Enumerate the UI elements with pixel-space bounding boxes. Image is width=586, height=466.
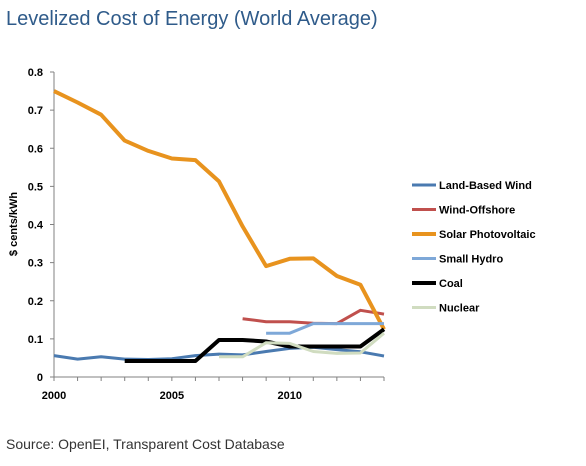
series-line-coal [124,327,386,363]
y-tick-label: 0 [37,372,43,384]
y-tick-label: 0.3 [28,258,43,270]
legend-label-solar-photovoltaic: Solar Photovoltaic [439,229,536,241]
y-tick-label: 0.6 [28,143,43,155]
series-line-wind-offshore [242,308,385,326]
y-tick-label: 0.5 [28,181,43,193]
chart-title: Levelized Cost of Energy (World Average) [6,8,378,30]
legend-label-coal: Coal [439,278,463,290]
series-line-nuclear [219,332,385,359]
legend-label-wind-offshore: Wind-Offshore [439,205,515,217]
source-note: Source: OpenEI, Transparent Cost Databas… [6,436,285,452]
legend: Land-Based Wind Wind-Offshore Solar Photov… [412,180,536,315]
y-tick-label: 0.7 [28,105,43,117]
series-line-land-based-wind [53,345,385,361]
series-line-small-hydro [266,322,384,335]
y-tick-labels: 0 0.1 0.2 0.3 0.4 0.5 0.6 0.7 0.8 [28,67,54,384]
x-tick-labels: 2000 2005 2010 [42,377,385,402]
y-tick-label: 0.2 [28,296,43,308]
x-tick-label: 2000 [42,390,66,402]
y-axis-label: $ cents/kWh [8,192,20,256]
x-tick-label: 2010 [277,390,301,402]
x-tick-label: 2005 [160,390,184,402]
y-tick-label: 0.1 [28,334,43,346]
y-tick-label: 0.4 [28,220,44,232]
series-line-solar-photovoltaic [53,89,386,331]
y-tick-label: 0.8 [28,67,43,79]
legend-label-land-based-wind: Land-Based Wind [439,180,532,192]
series-lines [53,89,386,363]
legend-label-nuclear: Nuclear [439,303,480,315]
legend-label-small-hydro: Small Hydro [439,254,503,266]
